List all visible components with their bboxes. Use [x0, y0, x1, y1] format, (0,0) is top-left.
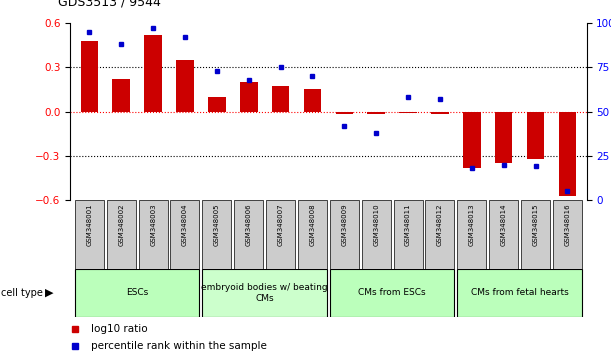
Text: CMs from ESCs: CMs from ESCs [358, 289, 426, 297]
Text: GSM348008: GSM348008 [310, 204, 315, 246]
Bar [266, 200, 295, 269]
Bar [362, 200, 390, 269]
Bar [527, 112, 544, 159]
Bar [75, 200, 104, 269]
Bar [330, 200, 359, 269]
Text: GSM348005: GSM348005 [214, 204, 220, 246]
Bar [558, 112, 576, 195]
Bar [521, 200, 550, 269]
Text: percentile rank within the sample: percentile rank within the sample [91, 341, 267, 351]
Bar [457, 269, 582, 317]
Text: ▶: ▶ [45, 288, 53, 298]
Text: GSM348015: GSM348015 [533, 204, 538, 246]
Bar [553, 200, 582, 269]
Bar [176, 60, 194, 112]
Text: GSM348006: GSM348006 [246, 204, 252, 246]
Bar [107, 200, 136, 269]
Bar [112, 79, 130, 112]
Text: log10 ratio: log10 ratio [91, 324, 147, 333]
Text: embryoid bodies w/ beating
CMs: embryoid bodies w/ beating CMs [202, 283, 328, 303]
Text: GSM348011: GSM348011 [405, 204, 411, 246]
Text: GSM348014: GSM348014 [500, 204, 507, 246]
Bar [335, 112, 353, 114]
Bar [81, 41, 98, 112]
Bar [234, 200, 263, 269]
Text: CMs from fetal hearts: CMs from fetal hearts [470, 289, 568, 297]
Text: ESCs: ESCs [126, 289, 148, 297]
Bar [489, 200, 518, 269]
Bar [367, 112, 385, 114]
Text: GSM348012: GSM348012 [437, 204, 443, 246]
Bar [393, 200, 423, 269]
Text: GSM348003: GSM348003 [150, 204, 156, 246]
Text: GSM348010: GSM348010 [373, 204, 379, 246]
Bar [457, 200, 486, 269]
Bar [240, 82, 257, 112]
Bar [139, 200, 167, 269]
Bar [202, 200, 232, 269]
Text: GSM348004: GSM348004 [182, 204, 188, 246]
Text: GSM348001: GSM348001 [86, 204, 92, 246]
Bar [463, 112, 481, 167]
Bar [144, 35, 162, 112]
Bar [431, 112, 448, 114]
Bar [272, 86, 290, 112]
Bar [170, 200, 200, 269]
Bar [304, 89, 321, 112]
Bar [202, 269, 327, 317]
Bar [75, 269, 200, 317]
Bar [208, 97, 225, 112]
Text: GSM348013: GSM348013 [469, 204, 475, 246]
Text: cell type: cell type [1, 288, 46, 298]
Text: GSM348016: GSM348016 [565, 204, 571, 246]
Text: GDS3513 / 9544: GDS3513 / 9544 [58, 0, 161, 9]
Bar [495, 112, 513, 163]
Bar [400, 112, 417, 113]
Text: GSM348009: GSM348009 [342, 204, 347, 246]
Text: GSM348007: GSM348007 [277, 204, 284, 246]
Bar [298, 200, 327, 269]
Text: GSM348002: GSM348002 [119, 204, 124, 246]
Bar [330, 269, 455, 317]
Bar [425, 200, 455, 269]
